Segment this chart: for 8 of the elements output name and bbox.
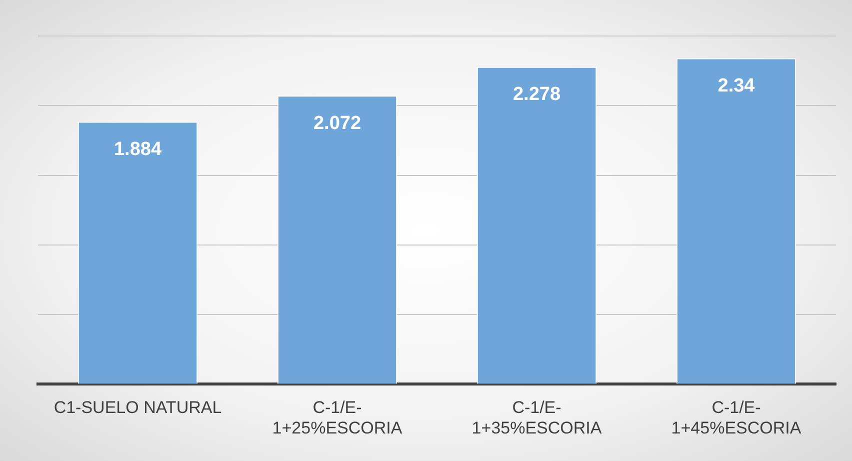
data-label: 2.278	[512, 84, 561, 106]
data-label: 2.072	[313, 112, 362, 134]
x-tick-label: C-1/E-1+25%ESCORIA	[272, 398, 403, 438]
x-tick-label: C1-SUELO NATURAL	[54, 398, 222, 418]
x-tick-label: C-1/E-1+35%ESCORIA	[472, 398, 602, 438]
x-tick-label: C-1/E-1+45%ESCORIA	[671, 398, 802, 438]
data-label: 1.884	[114, 139, 162, 160]
data-label: 2.34	[718, 76, 756, 97]
